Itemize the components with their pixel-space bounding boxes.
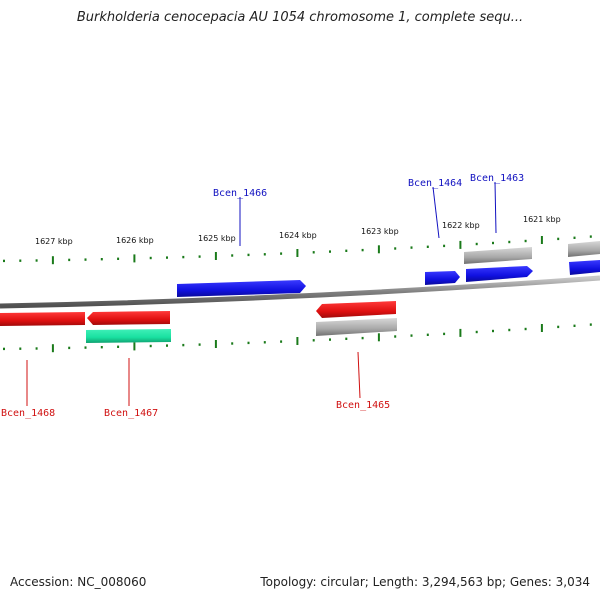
gene-bcen-1466-arrow[interactable] [177,280,306,297]
gene-label-bcen-1463[interactable]: Bcen_1463 [470,173,524,184]
gene-bcen-1467-rna-feature[interactable] [86,329,171,343]
genome-backbone [0,275,600,309]
map-title: Burkholderia cenocepacia AU 1054 chromos… [76,10,524,25]
gene-partial-forward-arrow[interactable] [569,260,600,275]
genome-stats-label: Topology: circular; Length: 3,294,563 bp… [260,575,590,589]
gene-partial-other-feature[interactable] [568,241,600,257]
scale-label: 1622 kbp [442,221,480,230]
gene-bcen-1463-arrow[interactable] [466,266,533,282]
lower-scale-ticks [3,323,592,353]
gene-bcen-1465-other-feature[interactable] [316,318,397,336]
scale-label: 1625 kbp [198,234,236,243]
scale-label: 1623 kbp [361,227,399,236]
accession-label: Accession: NC_008060 [10,575,147,589]
gene-label-bcen-1468[interactable]: Bcen_1468 [1,408,55,419]
gene-bcen-1468-arrow[interactable] [0,312,85,326]
gene-bcen-1463-other-feature[interactable] [464,247,532,264]
scale-label: 1626 kbp [116,236,154,245]
leader-line [357,351,361,399]
upper-scale-ticks [3,235,592,265]
leader-line [494,181,497,234]
gene-bcen-1464-arrow[interactable] [425,271,460,285]
gene-label-bcen-1464[interactable]: Bcen_1464 [408,178,462,189]
leader-line [432,186,440,239]
gene-label-bcen-1465[interactable]: Bcen_1465 [336,400,390,411]
scale-label: 1627 kbp [35,237,73,246]
gene-label-bcen-1467[interactable]: Bcen_1467 [104,408,158,419]
gene-bcen-1467-arrow[interactable] [87,311,170,325]
gene-bcen-1465-arrow[interactable] [316,301,396,318]
gene-label-bcen-1466[interactable]: Bcen_1466 [213,188,267,199]
scale-label: 1621 kbp [523,215,561,224]
scale-label: 1624 kbp [279,231,317,240]
